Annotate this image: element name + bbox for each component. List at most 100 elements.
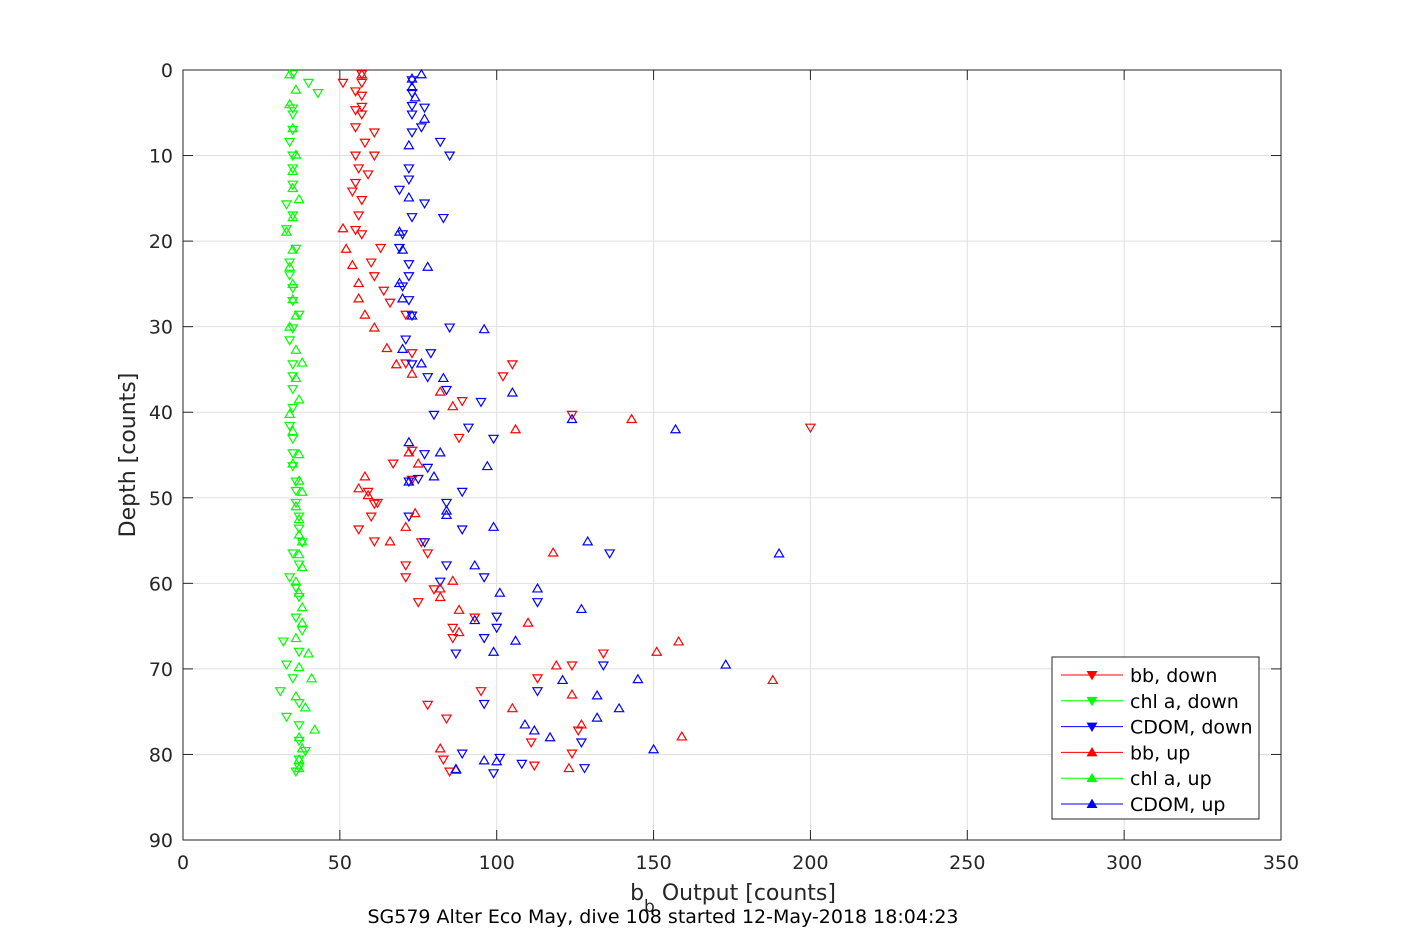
point-bb-up: [406, 368, 418, 378]
point-chl-a-down: [280, 225, 293, 235]
point-cdom-up: [403, 475, 415, 486]
point-cdom-up: [487, 646, 500, 656]
point-cdom-up: [591, 712, 603, 722]
point-chl-a-down: [287, 70, 299, 80]
point-cdom-up: [647, 743, 660, 754]
point-cdom-down: [403, 260, 415, 270]
point-bb-up: [337, 222, 349, 233]
point-bb-up: [676, 730, 688, 741]
y-tick-label: 60: [149, 573, 173, 595]
point-chl-a-down: [287, 324, 299, 334]
point-chl-a-down: [284, 421, 296, 432]
point-cdom-down: [437, 213, 450, 224]
point-chl-a-up: [293, 529, 305, 539]
y-tick-label: 10: [149, 146, 173, 168]
point-chl-a-up: [290, 690, 302, 701]
point-bb-down: [368, 537, 381, 547]
point-bb-up: [340, 243, 352, 253]
point-cdom-up: [428, 470, 440, 481]
figure-caption: SG579 Alter Eco May, dive 108 started 12…: [367, 906, 958, 928]
x-tick-label: 350: [1263, 852, 1299, 874]
legend: bb, down chl a, down CDOM, down bb, up chl a…: [1051, 656, 1260, 820]
point-bb-down: [356, 78, 368, 89]
point-chl-a-up: [287, 244, 299, 254]
point-cdom-down: [434, 577, 446, 588]
point-chl-a-down: [287, 284, 299, 294]
point-chl-a-down: [287, 125, 299, 136]
point-cdom-down: [440, 385, 453, 396]
point-chl-a-up: [290, 372, 302, 383]
point-bb-up: [447, 575, 459, 585]
point-chl-a-up: [293, 448, 305, 459]
data-points: [274, 68, 817, 779]
point-bb-down: [368, 128, 381, 139]
x-tick-label: 200: [792, 852, 828, 874]
point-cdom-up: [494, 587, 506, 597]
point-bb-down: [365, 512, 377, 523]
point-bb-up: [362, 489, 374, 500]
point-cdom-down: [516, 759, 528, 770]
point-bb-up: [453, 604, 465, 614]
point-bb-up: [547, 546, 559, 557]
point-bb-up: [550, 659, 562, 670]
point-cdom-up: [519, 718, 531, 729]
point-chl-a-up: [305, 672, 318, 683]
point-bb-up: [509, 423, 522, 434]
x-axis-label-main: b: [630, 881, 644, 906]
tick-labels: 0 50 100 150 200 250 300 350 0 10 20 30 40 50 60 70 80 90: [149, 60, 1299, 874]
point-cdom-down: [428, 410, 440, 421]
point-chl-a-down: [274, 687, 286, 697]
point-cdom-up: [491, 755, 503, 766]
point-bb-up: [566, 689, 578, 699]
point-bb-down: [356, 230, 368, 240]
point-chl-a-up: [293, 513, 305, 524]
point-bb-down: [349, 123, 362, 133]
point-cdom-up: [582, 535, 594, 546]
point-chl-a-up: [284, 68, 296, 79]
point-chl-a-down: [287, 296, 299, 307]
point-bb-down: [804, 423, 817, 434]
point-chl-a-down: [287, 151, 299, 162]
point-bb-up: [506, 702, 519, 713]
x-tick-label: 100: [479, 852, 515, 874]
point-chl-a-down: [284, 137, 296, 148]
point-chl-a-up: [299, 701, 311, 712]
point-bb-up: [434, 742, 446, 753]
point-cdom-up: [396, 244, 409, 254]
point-cdom-down: [578, 764, 591, 774]
point-bb-down: [597, 649, 610, 660]
point-cdom-up: [409, 91, 421, 102]
point-cdom-up: [450, 763, 462, 774]
legend-label-bb-down: bb, down: [1130, 665, 1217, 687]
x-tick-label: 50: [328, 852, 352, 874]
legend-marker-chl-a-up: [1086, 772, 1098, 783]
point-bb-up: [434, 386, 446, 396]
point-bb-up: [368, 321, 381, 332]
point-bb-down: [525, 738, 537, 749]
point-chl-a-down: [287, 549, 299, 559]
point-chl-a-down: [287, 110, 299, 121]
point-chl-a-down: [296, 626, 308, 636]
point-cdom-down: [478, 699, 490, 710]
point-chl-a-down: [287, 403, 299, 414]
point-chl-a-up: [296, 601, 308, 612]
point-cdom-up: [440, 505, 453, 515]
x-axis-label-subscript: b: [644, 897, 655, 917]
point-bb-up: [651, 646, 663, 656]
point-bb-down: [422, 549, 434, 559]
point-cdom-up: [556, 674, 569, 685]
point-cdom-down: [440, 498, 453, 509]
point-bb-down: [437, 755, 450, 766]
point-chl-a-up: [284, 261, 296, 271]
y-tick-label: 90: [149, 830, 173, 852]
point-cdom-down: [487, 769, 500, 779]
point-chl-a-down: [287, 164, 299, 174]
point-bb-up: [381, 342, 393, 353]
legend-marker-chl-a-down: [1086, 696, 1098, 707]
point-bb-down: [497, 372, 509, 382]
point-bb-down: [528, 761, 541, 772]
point-cdom-down: [478, 573, 490, 583]
point-cdom-up: [528, 724, 541, 735]
point-chl-a-up: [287, 165, 299, 176]
